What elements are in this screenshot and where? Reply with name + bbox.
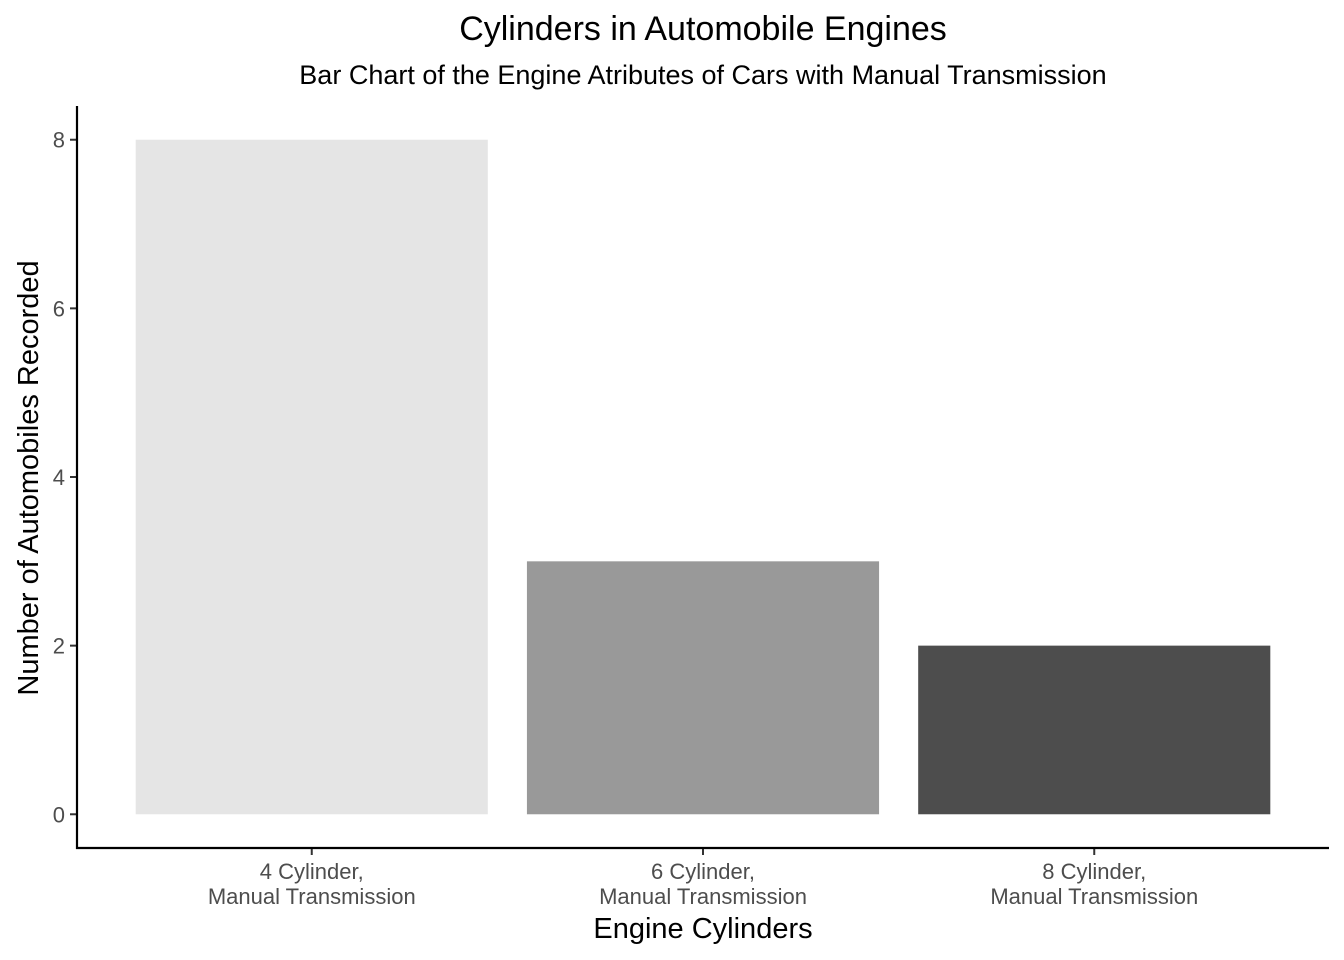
x-tick-label: 8 Cylinder, [1042,859,1146,884]
bar-2 [526,561,880,815]
y-tick-label: 6 [53,296,65,321]
x-tick-label: 6 Cylinder, [651,859,755,884]
chart-subtitle: Bar Chart of the Engine Atributes of Car… [299,60,1106,90]
y-tick-label: 4 [53,465,65,490]
x-tick-label: Manual Transmission [208,884,416,909]
y-tick-label: 8 [53,128,65,153]
y-tick-label: 0 [53,802,65,827]
y-axis-title: Number of Automobiles Recorded [13,260,45,695]
y-tick-label: 2 [53,634,65,659]
x-tick-label: Manual Transmission [990,884,1198,909]
chart-title: Cylinders in Automobile Engines [459,10,947,48]
bar-1 [135,139,488,815]
bar-3 [918,645,1271,815]
x-tick-label: Manual Transmission [599,884,807,909]
y-axis-ticks: 0 2 4 6 8 [53,128,77,827]
bars-group [135,139,1271,815]
x-axis-title: Engine Cylinders [593,913,812,945]
x-tick-label: 4 Cylinder, [260,859,364,884]
